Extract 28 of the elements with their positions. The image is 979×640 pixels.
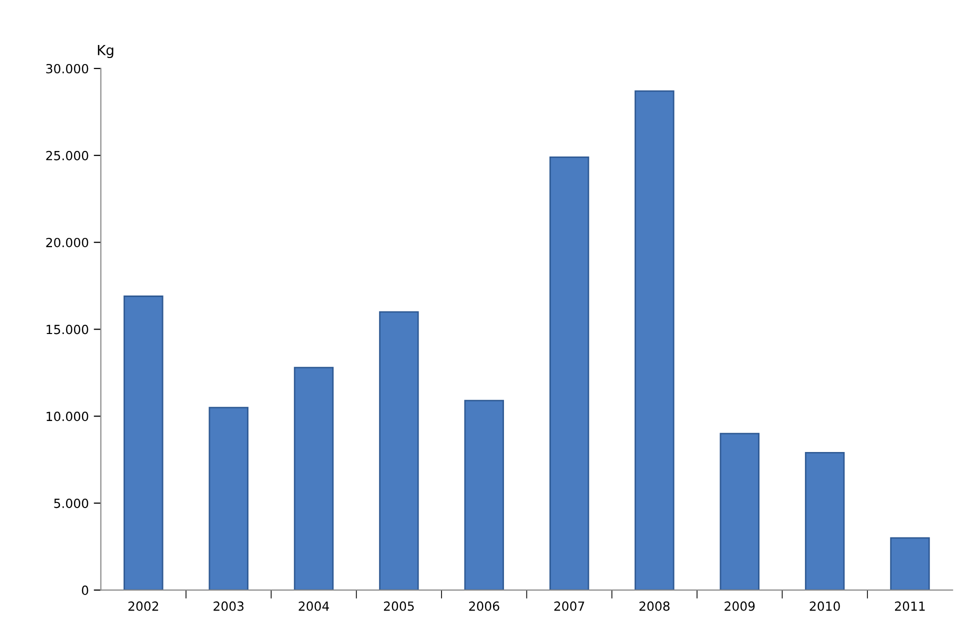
bar	[379, 311, 419, 590]
x-tick-label: 2006	[469, 601, 500, 611]
y-tick-label: 25.000	[46, 150, 88, 160]
y-tick-label: 5.000	[54, 498, 88, 508]
x-tick-label: 2004	[298, 601, 329, 611]
y-tick-label: 10.000	[46, 412, 88, 422]
bar	[294, 366, 334, 590]
y-axis-title: Kg	[98, 45, 114, 58]
bar	[634, 90, 674, 590]
y-tick-label: 15.000	[46, 324, 88, 334]
x-tick-label: 2002	[128, 601, 158, 611]
bar	[124, 296, 164, 590]
bar	[464, 400, 504, 590]
bar	[208, 406, 248, 590]
x-tick-label: 2011	[894, 601, 925, 611]
x-tick-label: 2010	[810, 601, 840, 611]
bar	[804, 452, 845, 590]
bar	[890, 537, 930, 590]
x-tick-label: 2007	[554, 601, 584, 611]
x-tick-label: 2008	[639, 601, 670, 611]
bar	[720, 432, 760, 590]
x-tick-label: 2009	[724, 601, 755, 611]
y-tick-label: 20.000	[46, 238, 88, 248]
bar	[549, 156, 590, 590]
x-tick-label: 2005	[384, 601, 414, 611]
y-tick-label: 30.000	[46, 64, 88, 74]
y-tick-label: 0	[82, 586, 88, 596]
x-tick-label: 2003	[214, 601, 244, 611]
